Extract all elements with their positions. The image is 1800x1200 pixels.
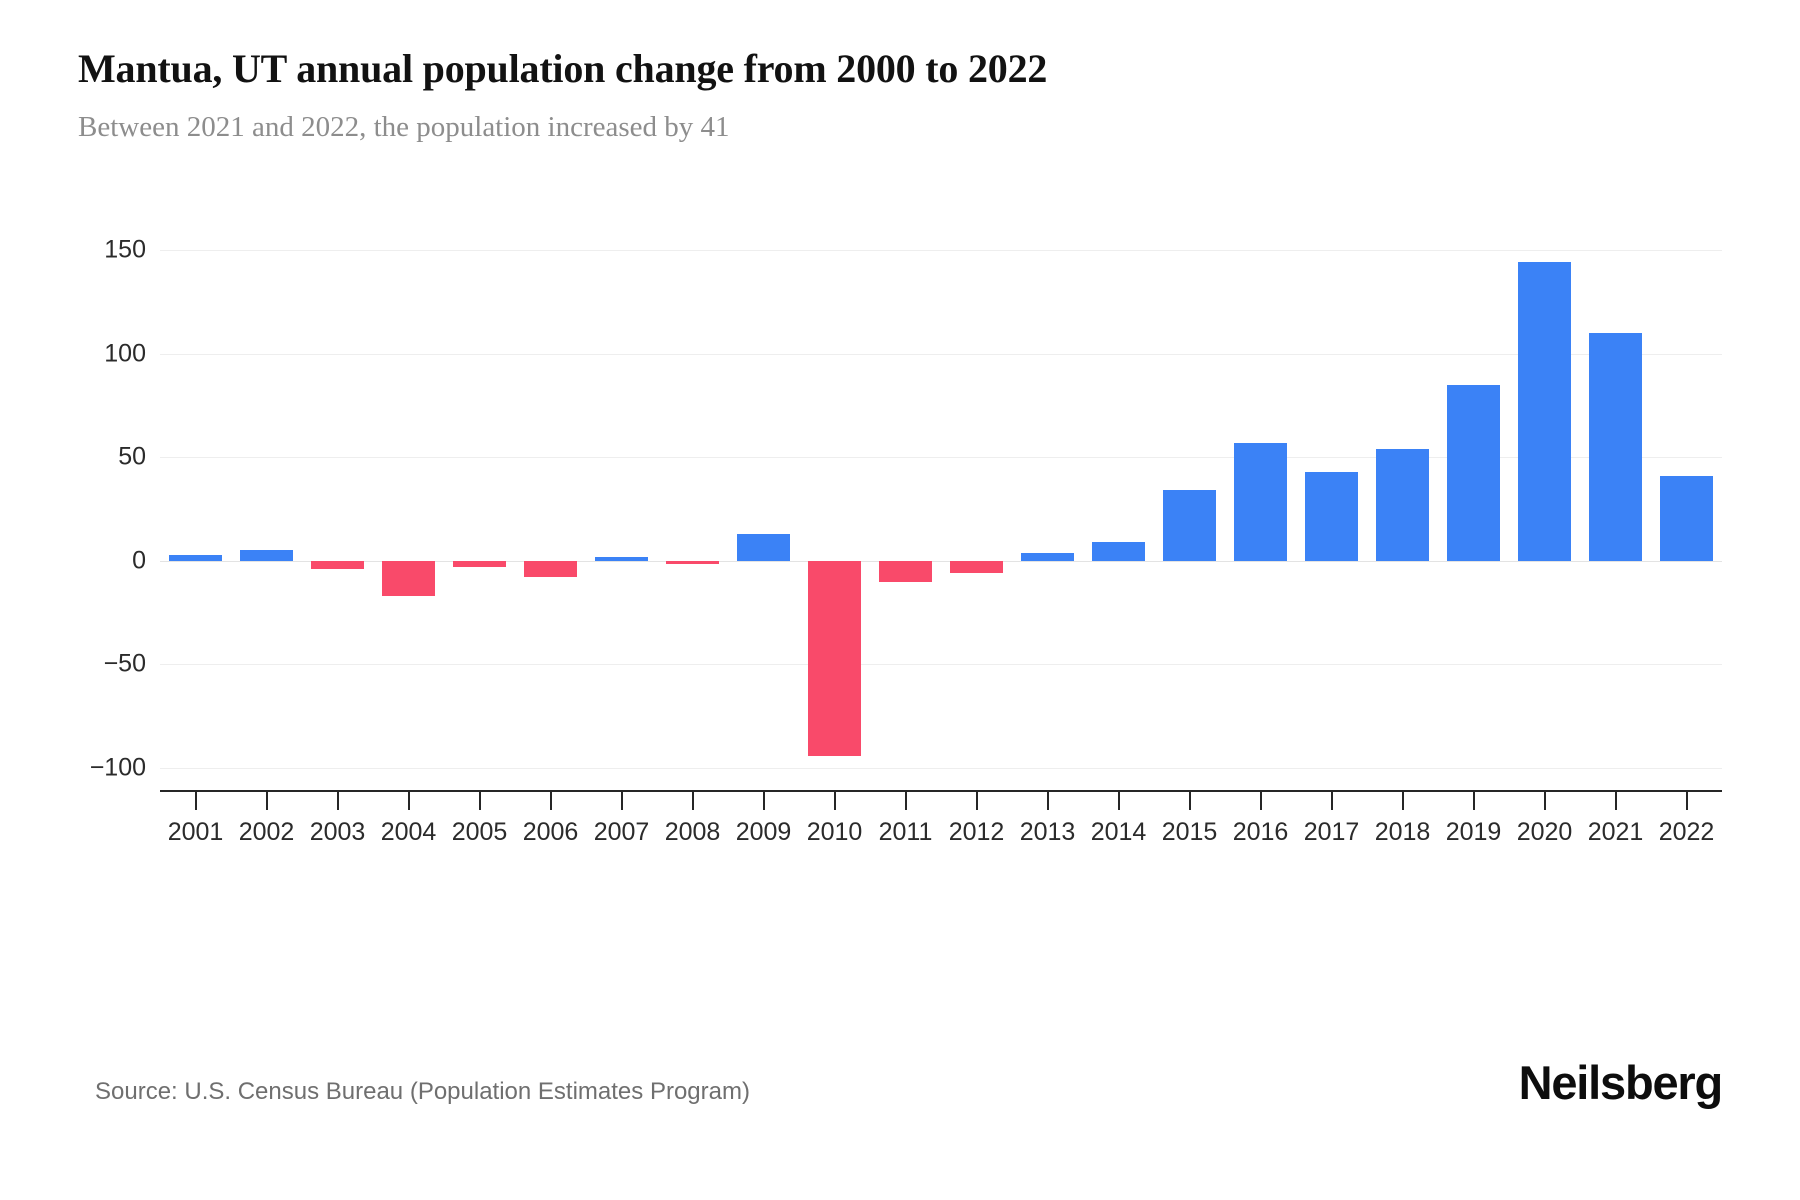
x-axis-tick: [1117, 790, 1120, 810]
plot-canvas: [160, 250, 1722, 769]
bar-2016[interactable]: [1234, 442, 1287, 561]
x-axis-tick-label: 2021: [1587, 818, 1644, 846]
x-axis-tick-label: 2013: [1019, 818, 1076, 846]
x-axis-tick: [1401, 790, 1404, 810]
brand-logo: Neilsberg: [1518, 1056, 1724, 1109]
x-axis-tick-label: 2022: [1658, 818, 1715, 846]
x-axis-tick-label: 2008: [664, 818, 721, 846]
x-axis-tick: [904, 790, 907, 810]
x-axis-tick-label: 2020: [1516, 818, 1573, 846]
bar-2015[interactable]: [1163, 490, 1216, 561]
x-axis-line: [160, 790, 1722, 792]
x-axis-tick: [549, 790, 552, 810]
x-axis-tick: [762, 790, 765, 810]
bar-2019[interactable]: [1447, 384, 1500, 561]
x-axis-tick: [1685, 790, 1688, 810]
gridline--100: [160, 768, 1722, 769]
bar-2010[interactable]: [808, 560, 861, 756]
x-axis-tick-label: 2006: [522, 818, 579, 846]
x-axis-tick-label: 2002: [238, 818, 295, 846]
gridline--50: [160, 664, 1722, 666]
bar-2008[interactable]: [666, 560, 719, 564]
x-axis-tick: [975, 790, 978, 810]
x-axis-tick: [1046, 790, 1049, 810]
bar-2013[interactable]: [1021, 552, 1074, 561]
x-axis-tick-label: 2009: [735, 818, 792, 846]
page-title: Mantua, UT annual population change from…: [78, 46, 1048, 91]
x-axis-tick-label: 2018: [1374, 818, 1431, 846]
bar-2022[interactable]: [1660, 475, 1713, 561]
gridline-0: [160, 560, 1722, 562]
x-axis-tick: [194, 790, 197, 810]
bar-2018[interactable]: [1376, 448, 1429, 561]
gridline-100: [160, 353, 1722, 355]
x-axis-tick: [478, 790, 481, 810]
x-axis-tick-label: 2005: [451, 818, 508, 846]
x-axis-tick-label: 2003: [309, 818, 366, 846]
x-axis-tick: [1259, 790, 1262, 810]
bar-2012[interactable]: [950, 560, 1003, 574]
x-axis-tick: [1330, 790, 1333, 810]
x-axis-tick-label: 2015: [1161, 818, 1218, 846]
x-axis-tick-label: 2017: [1303, 818, 1360, 846]
x-axis-tick: [407, 790, 410, 810]
x-axis-tick-label: 2016: [1232, 818, 1289, 846]
bar-2011[interactable]: [879, 560, 932, 582]
x-axis-tick: [620, 790, 623, 810]
y-axis-tick-label: 50: [118, 442, 146, 471]
chart-subtitle: Between 2021 and 2022, the population in…: [78, 111, 730, 143]
bar-2002[interactable]: [240, 550, 293, 561]
y-axis-tick-label: −100: [89, 753, 146, 782]
gridline-150: [160, 250, 1722, 251]
bar-2020[interactable]: [1518, 262, 1571, 561]
bar-2014[interactable]: [1092, 542, 1145, 561]
source-note: Source: U.S. Census Bureau (Population E…: [95, 1078, 750, 1105]
bar-2003[interactable]: [311, 560, 364, 570]
y-axis-tick-label: 0: [132, 546, 146, 575]
x-axis-tick: [833, 790, 836, 810]
y-axis-tick-label: −50: [103, 649, 146, 678]
x-axis-tick-label: 2004: [380, 818, 437, 846]
x-axis-tick-label: 2010: [806, 818, 863, 846]
x-axis-tick: [265, 790, 268, 810]
x-axis-tick: [1614, 790, 1617, 810]
bar-2005[interactable]: [453, 560, 506, 567]
y-axis-tick-label: 100: [104, 339, 146, 368]
x-axis-ticks: [160, 790, 1722, 812]
x-axis-tick-label: 2011: [878, 818, 933, 846]
x-axis-tick: [1543, 790, 1546, 810]
x-axis-tick-label: 2012: [948, 818, 1005, 846]
bar-2004[interactable]: [382, 560, 435, 597]
y-axis-tick-label: 150: [104, 235, 146, 264]
x-axis-tick: [1472, 790, 1475, 810]
x-axis-tick-label: 2001: [167, 818, 224, 846]
bar-2001[interactable]: [169, 554, 222, 561]
x-axis-labels: 2001 2002 2003 2004 2005 2006 2007 2008 2009 2010…: [160, 818, 1722, 858]
bar-2007[interactable]: [595, 556, 648, 561]
x-axis-tick: [1188, 790, 1191, 810]
bar-2017[interactable]: [1305, 471, 1358, 561]
x-axis-tick: [336, 790, 339, 810]
x-axis-tick: [691, 790, 694, 810]
chart-header: Mantua, UT annual population change from…: [78, 44, 1718, 146]
x-axis-tick-label: 2014: [1090, 818, 1147, 846]
x-axis-tick-label: 2019: [1445, 818, 1502, 846]
bar-2006[interactable]: [524, 560, 577, 578]
bar-2021[interactable]: [1589, 332, 1642, 561]
x-axis-tick-label: 2007: [593, 818, 650, 846]
bars-group: [160, 250, 1722, 768]
gridline-50: [160, 457, 1722, 459]
bar-2009[interactable]: [737, 533, 790, 561]
